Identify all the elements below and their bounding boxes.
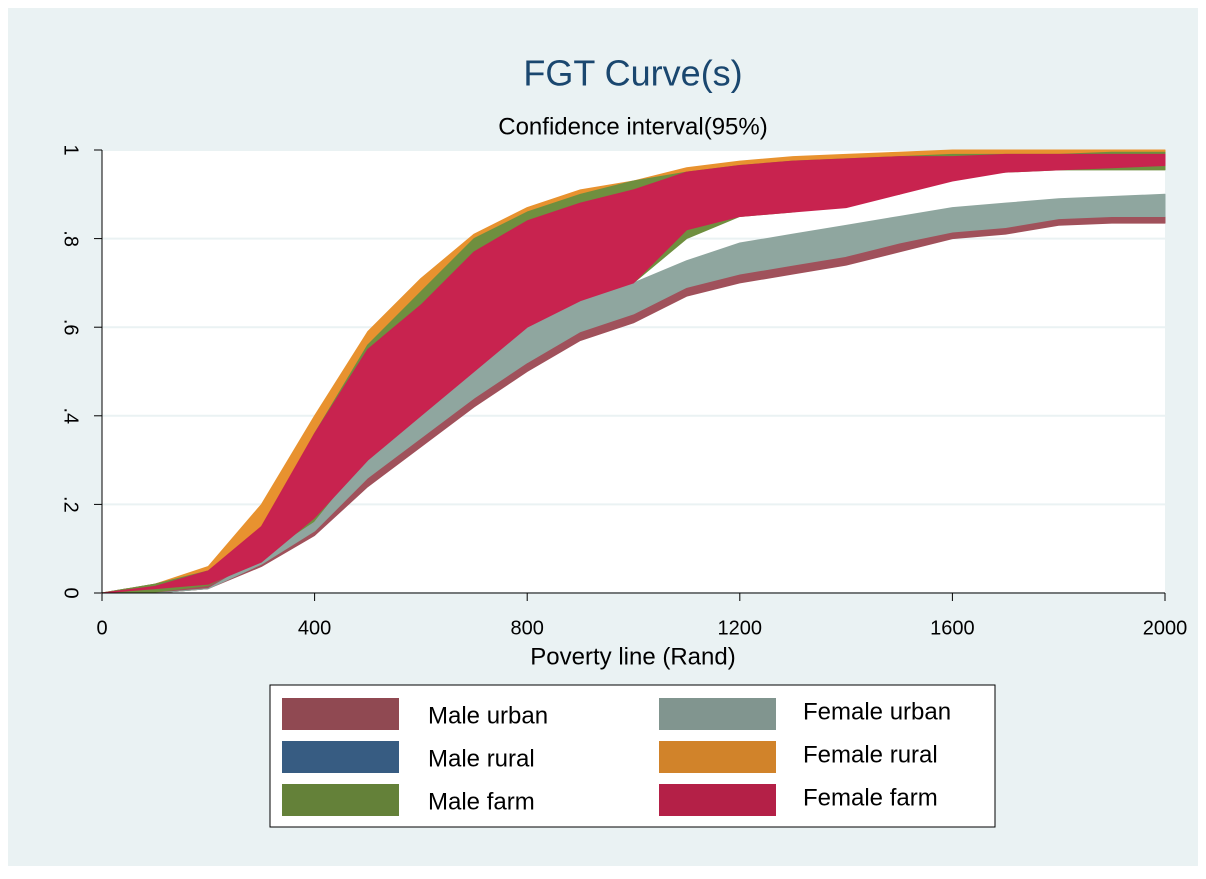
x-tick-label: 0	[96, 617, 107, 639]
chart-title: FGT Curve(s)	[523, 53, 742, 94]
x-tick-label: 1200	[718, 617, 763, 639]
y-tick-label: .8	[60, 230, 82, 247]
legend-swatch	[282, 741, 399, 773]
legend-label: Male rural	[428, 745, 535, 772]
legend-label: Male farm	[428, 788, 535, 815]
legend-label: Female farm	[803, 784, 938, 811]
y-tick-label: .6	[60, 319, 82, 336]
y-tick-label: .2	[60, 496, 82, 513]
legend-swatch	[659, 784, 776, 816]
x-tick-label: 1600	[930, 617, 975, 639]
y-tick-label: 1	[60, 144, 82, 155]
x-tick-label: 2000	[1143, 617, 1188, 639]
legend-swatch	[282, 698, 399, 730]
y-tick-label: .4	[60, 407, 82, 424]
x-tick-label: 800	[511, 617, 544, 639]
legend-swatch	[282, 784, 399, 816]
chart-subtitle: Confidence interval(95%)	[498, 113, 767, 140]
legend-swatch	[659, 698, 776, 730]
legend-label: Female rural	[803, 741, 938, 768]
x-tick-label: 400	[298, 617, 331, 639]
y-tick-label: 0	[60, 587, 82, 598]
legend-swatch	[659, 741, 776, 773]
legend-label: Male urban	[428, 702, 548, 729]
legend-label: Female urban	[803, 698, 951, 725]
x-axis-label: Poverty line (Rand)	[530, 643, 735, 670]
ci-band	[101, 153, 1166, 594]
